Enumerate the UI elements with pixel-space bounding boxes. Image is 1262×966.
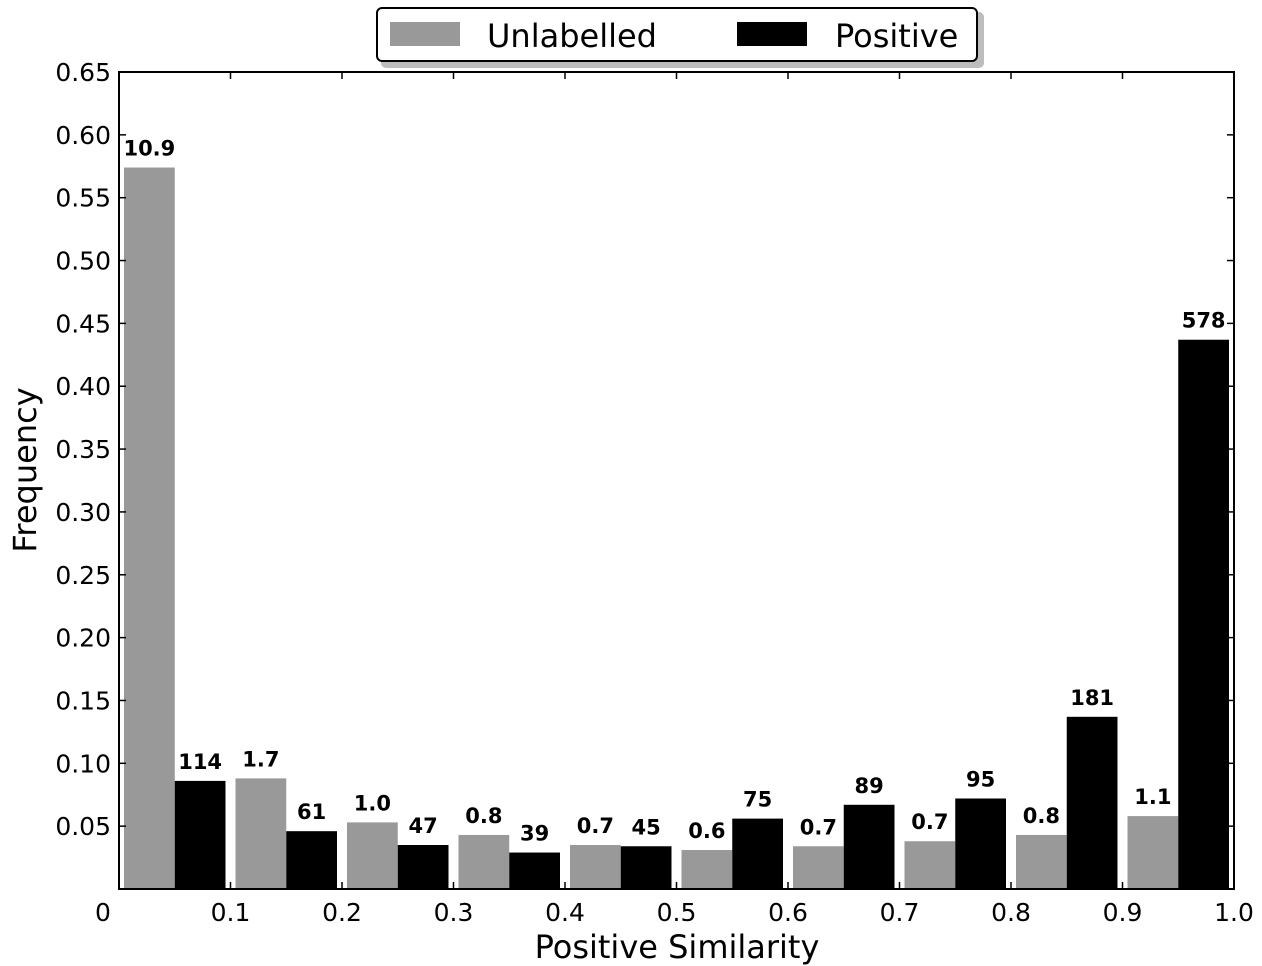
bar-positive-1 [174, 780, 226, 889]
legend: Unlabelled Positive [376, 7, 984, 68]
bar-unlabelled-6 [681, 850, 733, 889]
y-tick-label: 0.15 [55, 686, 111, 715]
bar-label-unlabelled-7: 0.7 [800, 815, 837, 839]
x-tick-label: 0.8 [991, 898, 1031, 927]
legend-label-positive: Positive [835, 17, 958, 55]
bar-label-unlabelled-5: 0.7 [577, 814, 614, 838]
y-tick-label: 0.05 [55, 812, 111, 841]
y-tick-label: 0.60 [55, 121, 111, 150]
bar-label-unlabelled-1: 10.9 [123, 137, 175, 161]
bar-unlabelled-10 [1127, 816, 1179, 889]
bar-label-positive-9: 181 [1070, 686, 1114, 710]
bar-label-unlabelled-8: 0.7 [911, 810, 948, 834]
y-tick-label: 0.50 [55, 247, 111, 276]
bar-positive-5 [620, 846, 672, 889]
x-tick-label: 0.1 [211, 898, 251, 927]
bar-positive-4 [509, 852, 560, 889]
y-tick-label: 0.10 [55, 749, 111, 778]
x-tick-label: 0.3 [434, 898, 474, 927]
x-tick-label: 0.7 [880, 898, 920, 927]
bar-positive-6 [732, 818, 783, 889]
bar-label-positive-5: 45 [632, 815, 661, 839]
ticks-layer [119, 71, 1234, 889]
legend-swatch-positive [737, 22, 807, 46]
x-tick-label: 0.6 [768, 898, 808, 927]
legend-label-unlabelled: Unlabelled [487, 17, 657, 55]
y-tick-label: 0.65 [55, 58, 111, 87]
x-tick-label: 0.2 [322, 898, 362, 927]
bar-label-unlabelled-2: 1.7 [242, 747, 279, 771]
bar-unlabelled-8 [904, 841, 956, 889]
x-tick-label: 0.9 [1103, 898, 1143, 927]
x-tick-label: 0.4 [545, 898, 585, 927]
bar-label-positive-3: 47 [409, 814, 438, 838]
bar-label-positive-6: 75 [743, 788, 772, 812]
tick-labels-layer: 0 0.1 0.2 0.3 0.4 0.5 0.6 0.7 0.8 0.9 1.0 0.05 0.10 0… [55, 58, 1254, 927]
x-tick-label: 0.5 [657, 898, 697, 927]
bars-layer [124, 167, 1229, 890]
bar-label-positive-2: 61 [297, 800, 326, 824]
legend-swatch-unlabelled [390, 22, 460, 46]
bar-positive-2 [286, 831, 337, 889]
bar-label-unlabelled-9: 0.8 [1023, 804, 1060, 828]
bar-label-unlabelled-6: 0.6 [688, 819, 725, 843]
bar-label-positive-8: 95 [966, 768, 995, 792]
bar-label-unlabelled-4: 0.8 [465, 804, 502, 828]
x-tick-label: 0 [95, 898, 111, 927]
bar-label-positive-4: 39 [520, 822, 549, 846]
y-tick-label: 0.35 [55, 435, 111, 464]
bar-label-unlabelled-10: 1.1 [1134, 785, 1171, 809]
bar-unlabelled-3 [347, 822, 398, 889]
y-tick-label: 0.45 [55, 309, 111, 338]
y-tick-label: 0.25 [55, 561, 111, 590]
bar-unlabelled-4 [458, 834, 510, 889]
bar-unlabelled-2 [235, 778, 287, 889]
bar-unlabelled-1 [124, 167, 175, 889]
bar-positive-8 [955, 798, 1006, 889]
bar-positive-3 [397, 845, 449, 889]
bar-label-positive-1: 114 [178, 750, 222, 774]
bar-unlabelled-5 [570, 845, 621, 889]
bar-positive-7 [843, 804, 895, 889]
x-tick-label: 1.0 [1214, 898, 1254, 927]
y-axis-title: Frequency [6, 387, 44, 552]
legend-box [376, 7, 978, 62]
y-tick-label: 0.30 [55, 498, 111, 527]
y-tick-label: 0.40 [55, 372, 111, 401]
bar-positive-9 [1066, 716, 1118, 889]
bar-unlabelled-9 [1016, 834, 1067, 889]
y-tick-label: 0.20 [55, 624, 111, 653]
bar-label-unlabelled-3: 1.0 [354, 791, 391, 815]
bar-labels-layer: 10.9 114 1.7 61 1.0 47 0.8 39 0.7 45 0.6 75 0.7 89 0.7… [123, 137, 1225, 846]
bar-unlabelled-7 [793, 846, 844, 889]
x-axis-title: Positive Similarity [535, 928, 820, 966]
bar-label-positive-7: 89 [855, 774, 884, 798]
bar-label-positive-10: 578 [1182, 309, 1226, 333]
y-tick-label: 0.55 [55, 184, 111, 213]
bar-positive-10 [1178, 339, 1229, 890]
